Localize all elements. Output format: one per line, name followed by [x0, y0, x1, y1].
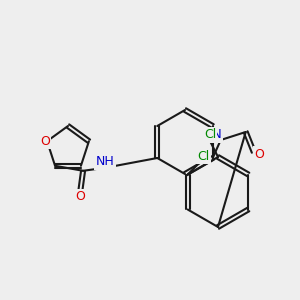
- Text: O: O: [75, 190, 85, 203]
- Text: Cl: Cl: [204, 128, 216, 142]
- Text: HN: HN: [203, 128, 222, 142]
- Text: NH: NH: [96, 155, 114, 168]
- Text: O: O: [40, 135, 50, 148]
- Text: Cl: Cl: [198, 150, 210, 163]
- Text: O: O: [254, 148, 264, 160]
